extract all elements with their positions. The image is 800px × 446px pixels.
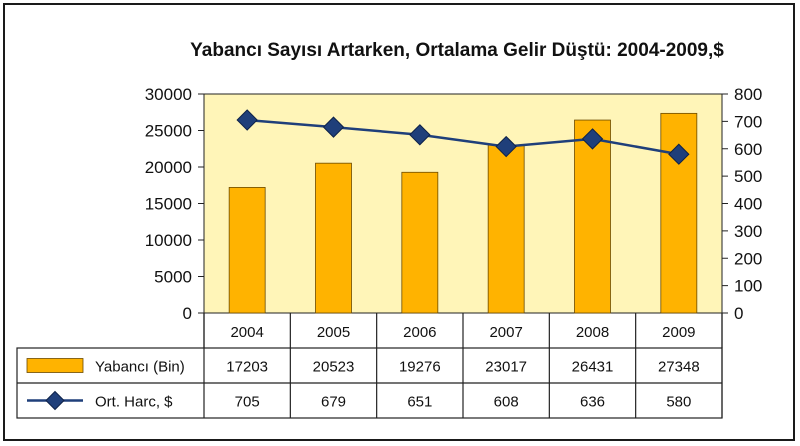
left-axis-tick-label: 5000: [154, 268, 192, 287]
table-header-cell: 2006: [403, 324, 436, 341]
table-header-cell: 2008: [576, 324, 609, 341]
left-axis-tick-label: 25000: [145, 122, 192, 141]
right-axis-tick-label: 200: [734, 249, 762, 268]
left-axis-tick-label: 0: [183, 304, 192, 323]
left-axis-tick-label: 30000: [145, 85, 192, 104]
table-cell: 705: [235, 394, 260, 411]
table-cell: 17203: [226, 359, 268, 376]
bar: [487, 144, 525, 314]
right-axis-tick-label: 700: [734, 112, 762, 131]
left-axis-tick-label: 10000: [145, 231, 192, 250]
table-cell: 23017: [485, 359, 527, 376]
line-point: [236, 109, 258, 131]
line-point: [581, 128, 604, 150]
table-cell: 27348: [658, 359, 700, 376]
right-axis-tick-label: 400: [734, 195, 762, 214]
table-header-cell: 2007: [489, 324, 522, 341]
left-axis-tick-label: 20000: [145, 158, 192, 177]
table-header-cell: 2004: [230, 324, 263, 341]
table-cell: 608: [494, 394, 519, 411]
bar: [315, 162, 352, 314]
right-axis-tick-label: 100: [734, 277, 762, 296]
bar: [228, 187, 266, 314]
series-label: Yabancı (Bin): [95, 359, 185, 376]
table-cell: 651: [407, 394, 432, 411]
table-cell: 679: [321, 394, 346, 411]
right-axis-tick-label: 0: [734, 304, 743, 323]
line-point: [668, 143, 690, 165]
legend-line-marker: [45, 390, 65, 411]
table-cell: 636: [580, 394, 605, 411]
bar: [401, 171, 439, 314]
right-axis-tick-label: 800: [734, 85, 762, 104]
line-point: [409, 124, 431, 146]
right-axis-tick-label: 500: [734, 167, 762, 186]
bar: [574, 119, 611, 314]
table-cell: 580: [666, 394, 691, 411]
combo-chart: Yabancı Sayısı Artarken, Ortalama Gelir …: [16, 40, 762, 419]
line-point: [322, 116, 345, 138]
table-header-cell: 2005: [317, 324, 350, 341]
right-axis-tick-label: 300: [734, 222, 762, 241]
chart-frame: Yabancı Sayısı Artarken, Ortalama Gelir …: [3, 3, 795, 441]
legend-bar-swatch: [26, 358, 84, 373]
table-cell: 20523: [313, 359, 355, 376]
table-cell: 26431: [572, 359, 614, 376]
plot-area: [203, 93, 723, 314]
left-axis-tick-label: 15000: [145, 195, 192, 214]
series-label: Ort. Harc, $: [95, 394, 173, 411]
table-cell: 19276: [399, 359, 441, 376]
right-axis-tick-label: 600: [734, 140, 762, 159]
chart-title: Yabancı Sayısı Artarken, Ortalama Gelir …: [190, 40, 724, 61]
line-point: [495, 135, 517, 158]
line-series: [247, 118, 680, 156]
bar: [660, 112, 698, 314]
table-header-cell: 2009: [662, 324, 695, 341]
